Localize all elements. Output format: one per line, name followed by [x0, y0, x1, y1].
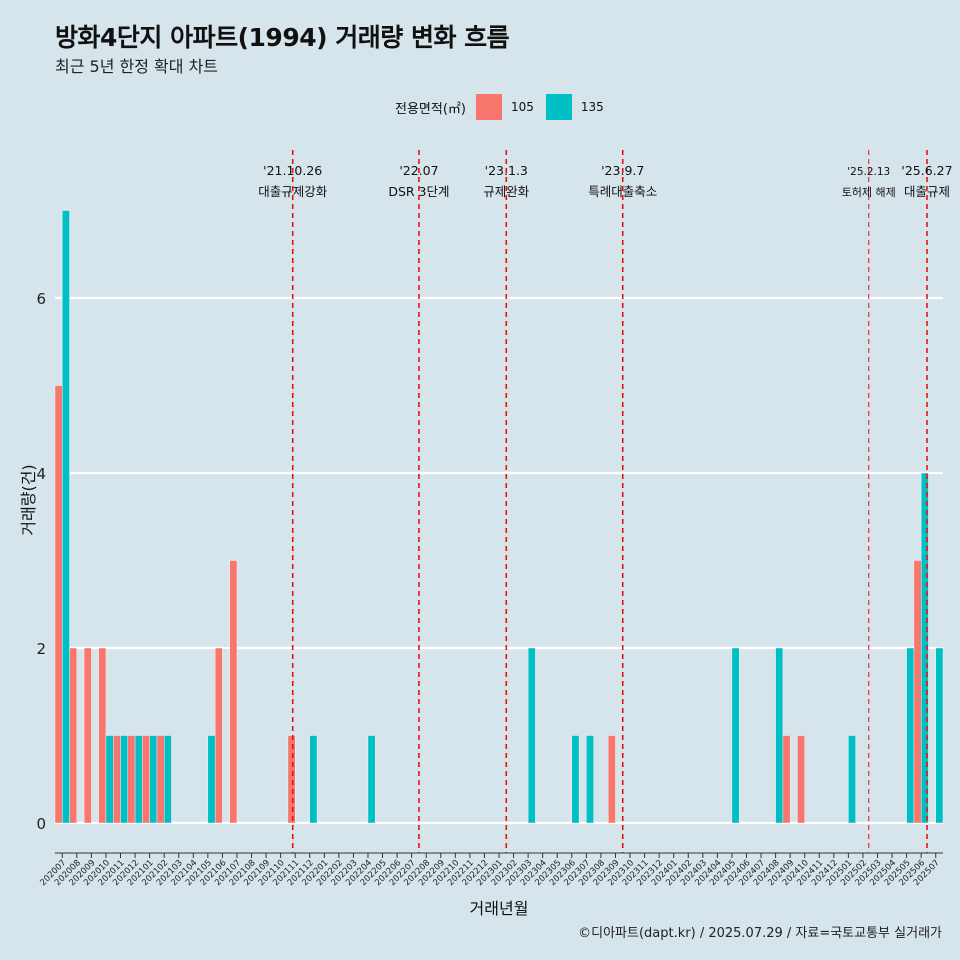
bar-105-202008: [69, 647, 78, 824]
event-name-label: 규제완화: [483, 184, 530, 199]
bar-135-202506: [920, 472, 929, 824]
bar-105-202107: [229, 560, 238, 824]
bar-135-202307: [586, 735, 594, 824]
event-date-label: '25.2.13: [847, 166, 890, 178]
bar-135-202010: [105, 735, 114, 824]
bar-135-202303: [527, 647, 536, 824]
x-axis-title: 거래년월: [470, 899, 529, 918]
bar-135-202007: [62, 210, 70, 824]
legend-key-135: [545, 94, 572, 120]
bar-105-202007: [54, 385, 63, 824]
y-tick-label: 2: [36, 640, 46, 658]
bar-105-202409: [782, 735, 791, 824]
bar-135-202102: [163, 735, 172, 824]
bar-105-202106: [214, 647, 223, 824]
y-tick-label: 0: [36, 815, 46, 833]
bar-135-202204: [367, 735, 376, 824]
event-name-label: 대출규제강화: [258, 184, 328, 199]
bar-135-202105: [207, 735, 216, 824]
bar-105-202010: [98, 647, 107, 824]
event-name-label: 특례대출축소: [588, 184, 657, 199]
legend: 전용면적(㎡) 105 135: [395, 93, 616, 121]
bar-105-202111: [287, 735, 296, 824]
chart-subtitle: 최근 5년 한정 확대 차트: [55, 57, 219, 76]
bar-105-202009: [83, 647, 92, 824]
bar-105-202410: [797, 735, 805, 824]
bar-105-202012: [127, 735, 136, 824]
event-date-label: '23.9.7: [601, 163, 644, 178]
bar-105-202011: [113, 735, 121, 824]
bar-135-202408: [775, 647, 784, 824]
legend-title: 전용면적(㎡): [395, 101, 466, 117]
bar-105-202309: [607, 735, 616, 824]
bar-135-202405: [731, 647, 740, 824]
bar-105-202102: [156, 735, 165, 824]
legend-label-105: 105: [510, 100, 534, 114]
bar-135-202112: [309, 735, 318, 824]
chart-title: 방화4단지 아파트(1994) 거래량 변화 흐름: [55, 23, 510, 52]
y-tick-label: 4: [36, 465, 46, 483]
legend-label-135: 135: [580, 100, 604, 114]
y-axis-title: 거래량(건): [19, 464, 38, 535]
bar-135-202507: [935, 647, 944, 824]
bar-135-202505: [906, 647, 915, 824]
event-date-label: '22.07: [399, 163, 438, 178]
event-date-label: '25.6.27: [901, 163, 952, 178]
y-tick-label: 6: [36, 290, 46, 308]
chart-caption: ©디아파트(dapt.kr) / 2025.07.29 / 자료=국토교통부 실…: [578, 926, 942, 941]
bar-135-202501: [848, 735, 856, 824]
bar-105-202101: [142, 735, 150, 824]
event-name-label: DSR 3단계: [388, 184, 449, 199]
bar-135-202011: [120, 735, 128, 824]
bar-135-202306: [571, 735, 580, 824]
legend-key-105: [475, 94, 502, 120]
event-date-label: '21.10.26: [263, 163, 322, 178]
event-name-label: 대출규제: [904, 184, 950, 199]
bar-105-202506: [913, 560, 922, 824]
bar-135-202012: [134, 735, 143, 824]
bar-135-202101: [149, 735, 158, 824]
event-name-label: 토허제 해제: [842, 185, 896, 199]
event-date-label: '23.1.3: [485, 163, 528, 178]
